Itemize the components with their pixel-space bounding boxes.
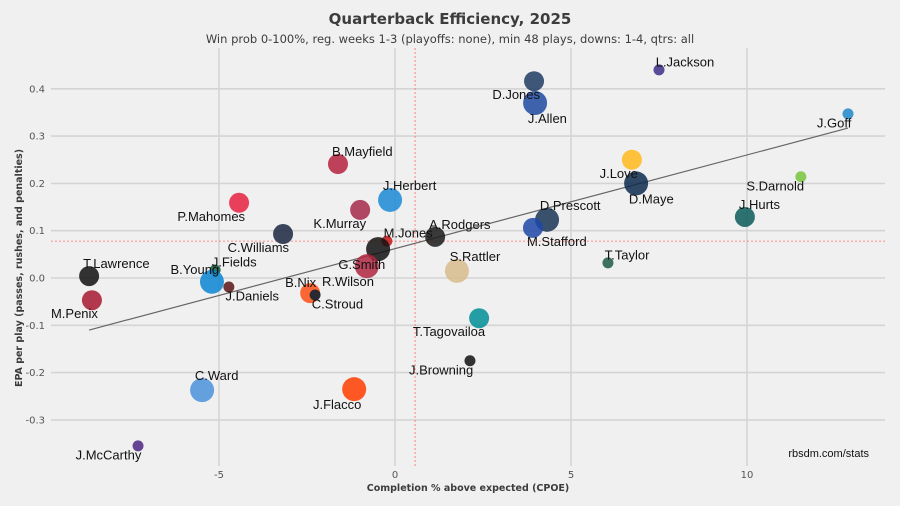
point-b-mayfield	[327, 154, 348, 175]
point-s-darnold	[795, 171, 807, 183]
point-label: B.Nix	[285, 275, 317, 290]
point-label: T.Taylor	[605, 247, 650, 262]
point-s-rattler	[444, 258, 469, 283]
chart-title: Quarterback Efficiency, 2025	[328, 10, 572, 28]
y-axis-label: EPA per play (passes, rushes, and penalt…	[14, 149, 25, 387]
point-j-daniels	[223, 281, 235, 293]
point-label: C.Williams	[228, 240, 290, 255]
point-label: J.Herbert	[383, 178, 437, 193]
point-labels: L.Jackson D.Jones J.Allen J.Goff J.Love D.May…	[51, 54, 852, 462]
y-tick-label: -0.3	[25, 415, 45, 426]
point-label: D.Maye	[629, 191, 674, 206]
point-label: T.Lawrence	[83, 256, 149, 271]
point-label: J.Daniels	[226, 288, 280, 303]
point-label: L.Jackson	[656, 54, 715, 69]
y-tick-label: -0.1	[25, 321, 45, 332]
y-tick-label: 0.1	[29, 226, 45, 237]
trend-line-group	[88, 127, 849, 331]
point-a-rodgers	[425, 226, 446, 247]
point-p-mahomes	[229, 192, 250, 213]
point-label: J.Allen	[528, 111, 567, 126]
point-t-taylor	[602, 257, 614, 269]
x-tick-label: 10	[741, 470, 754, 481]
point-j-allen	[523, 90, 548, 115]
point-label: M.Stafford	[527, 234, 587, 249]
point-label: C.Stroud	[312, 297, 363, 312]
point-label: B.Mayfield	[332, 144, 393, 159]
trend-line	[88, 127, 849, 331]
chart-subtitle: Win prob 0-100%, reg. weeks 1-3 (playoff…	[205, 32, 695, 46]
point-label: R.Wilson	[322, 274, 374, 289]
point-label: C.Ward	[195, 368, 239, 383]
y-tick-label: 0.4	[29, 84, 45, 95]
point-label: J.Goff	[817, 115, 852, 130]
x-tick-label: 0	[392, 470, 398, 481]
point-d-maye	[624, 171, 649, 196]
point-label: K.Murray	[313, 216, 366, 231]
x-tick-label: 5	[568, 470, 574, 481]
point-d-jones	[524, 71, 545, 92]
point-k-murray	[350, 199, 371, 220]
point-label: M.Jones	[384, 226, 434, 241]
y-tick-label: 0.0	[29, 274, 45, 285]
point-c-williams	[273, 224, 294, 245]
point-label: J.Fields	[212, 254, 257, 269]
point-label: B.Young	[170, 262, 219, 277]
point-c-ward	[190, 378, 215, 403]
point-label: P.Mahomes	[177, 209, 245, 224]
mean-lines	[51, 48, 885, 466]
point-l-jackson	[653, 64, 665, 76]
point-label: A.Rodgers	[429, 217, 491, 232]
point-label: G.Smith	[338, 257, 385, 272]
y-tick-label: -0.2	[25, 368, 45, 379]
point-label: D.Jones	[492, 87, 540, 102]
point-r-wilson	[354, 254, 379, 279]
point-j-mccarthy	[132, 440, 144, 452]
x-axis-label: Completion % above expected (CPOE)	[367, 483, 570, 494]
tick-labels: 0.4 0.3 0.2 0.1 0.0 -0.1 -0.2 -0.3 -5 0 5 10	[25, 84, 753, 481]
grid-lines	[51, 48, 885, 466]
point-m-stafford	[522, 217, 543, 238]
point-label: D.Prescott	[540, 198, 601, 213]
point-c-stroud	[309, 289, 321, 301]
point-label: S.Rattler	[450, 249, 501, 264]
data-points	[79, 64, 854, 452]
point-label: J.Flacco	[313, 397, 361, 412]
point-m-penix	[81, 290, 102, 311]
x-tick-label: -5	[214, 470, 224, 481]
point-j-goff	[842, 108, 854, 120]
point-label: J.Browning	[409, 362, 473, 377]
point-label: J.Love	[600, 166, 638, 181]
point-label: T.Tagovailoa	[413, 324, 486, 339]
point-t-lawrence	[79, 266, 100, 287]
point-j-hurts	[734, 206, 755, 227]
y-tick-label: 0.2	[29, 179, 45, 190]
point-j-herbert	[378, 187, 403, 212]
point-j-browning	[464, 355, 476, 367]
point-label: J.Hurts	[739, 197, 781, 212]
y-tick-label: 0.3	[29, 132, 45, 143]
point-t-tagovailoa	[469, 308, 490, 329]
point-j-love	[621, 149, 642, 170]
credit-text: rbsdm.com/stats	[788, 448, 869, 460]
point-label: M.Penix	[51, 306, 98, 321]
point-g-smith	[366, 237, 391, 262]
point-j-flacco	[342, 377, 367, 402]
point-b-young	[199, 269, 224, 294]
point-label: S.Darnold	[746, 178, 804, 193]
point-label: J.McCarthy	[76, 447, 142, 462]
